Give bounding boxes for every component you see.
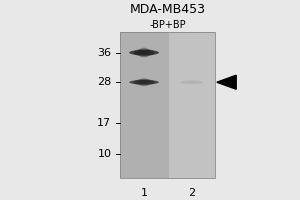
- Text: 36: 36: [98, 48, 111, 58]
- Ellipse shape: [138, 78, 150, 86]
- Text: -BP+BP: -BP+BP: [149, 20, 186, 30]
- Text: MDA-MB453: MDA-MB453: [130, 3, 206, 16]
- Text: 10: 10: [98, 149, 111, 159]
- Ellipse shape: [129, 80, 159, 85]
- Polygon shape: [217, 75, 236, 89]
- Text: 1: 1: [141, 188, 148, 198]
- Text: 2: 2: [188, 188, 195, 198]
- Ellipse shape: [138, 48, 150, 58]
- Text: 17: 17: [97, 118, 111, 128]
- Bar: [168, 32, 215, 178]
- Bar: [120, 32, 215, 178]
- Ellipse shape: [134, 79, 154, 85]
- Bar: [120, 32, 168, 178]
- Ellipse shape: [134, 49, 154, 57]
- Ellipse shape: [180, 81, 203, 84]
- Ellipse shape: [129, 50, 159, 55]
- Text: 28: 28: [97, 77, 111, 87]
